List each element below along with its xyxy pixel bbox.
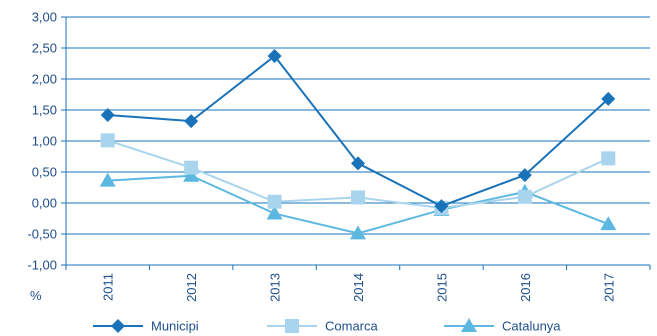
- y-axis-ticks: 3,00 2,50 2,00 1,50 1,00 0,50 0,00 -0,50 -1,00: [27, 10, 66, 273]
- data-point: [100, 107, 115, 122]
- y-tick-label: 1,50: [32, 103, 57, 118]
- data-point: [517, 189, 532, 204]
- data-point: [100, 133, 115, 148]
- data-point: [184, 114, 199, 129]
- y-tick-label: 1,00: [32, 134, 57, 149]
- series-line: [107, 174, 609, 235]
- y-tick-label: 2,00: [32, 72, 57, 87]
- data-point: [99, 172, 116, 187]
- x-tick-label: 2014: [351, 273, 366, 302]
- legend-marker: [111, 319, 125, 333]
- legend-label: Comarca: [325, 319, 379, 334]
- data-point: [267, 49, 282, 64]
- x-tick-label: 2017: [601, 273, 616, 302]
- data-point: [434, 199, 449, 214]
- data-point: [601, 151, 616, 166]
- legend-marker: [461, 318, 477, 332]
- data-point: [517, 168, 532, 183]
- data-point: [351, 190, 365, 205]
- legend-item-municipi: Municipi: [93, 319, 199, 334]
- x-tick-label: 2015: [434, 273, 449, 302]
- legend-marker: [285, 319, 299, 333]
- data-point: [600, 216, 617, 231]
- gridlines: [66, 16, 650, 266]
- x-tick-label: 2013: [268, 273, 283, 302]
- y-tick-label: -0,50: [27, 227, 57, 242]
- legend-item-catalunya: Catalunya: [444, 318, 561, 334]
- legend-label: Catalunya: [502, 319, 561, 334]
- data-point: [183, 167, 200, 182]
- x-tick-label: 2011: [101, 273, 116, 301]
- data-point: [350, 225, 366, 240]
- data-point: [184, 160, 199, 175]
- x-tick-label: 2016: [518, 273, 533, 302]
- series-municipi: [100, 49, 616, 214]
- data-point: [351, 156, 365, 171]
- x-tick-label: 2012: [184, 273, 199, 302]
- y-tick-label: 3,00: [32, 10, 57, 25]
- y-tick-label: 2,50: [32, 41, 57, 56]
- data-point: [266, 205, 283, 220]
- y-tick-label: -1,00: [27, 258, 57, 273]
- series-group: [99, 49, 617, 240]
- y-tick-label: 0,00: [32, 196, 57, 211]
- legend-label: Municipi: [151, 319, 199, 334]
- data-point: [601, 91, 616, 106]
- legend: Municipi Comarca Catalunya: [93, 318, 561, 334]
- y-axis-label: %: [30, 288, 42, 303]
- legend-item-comarca: Comarca: [267, 319, 379, 334]
- series-comarca: [100, 133, 616, 215]
- y-tick-label: 0,50: [32, 165, 57, 180]
- x-axis-ticks: 2011 2012 2013 2014 2015 2016 2017: [65, 265, 651, 302]
- data-point: [267, 194, 282, 209]
